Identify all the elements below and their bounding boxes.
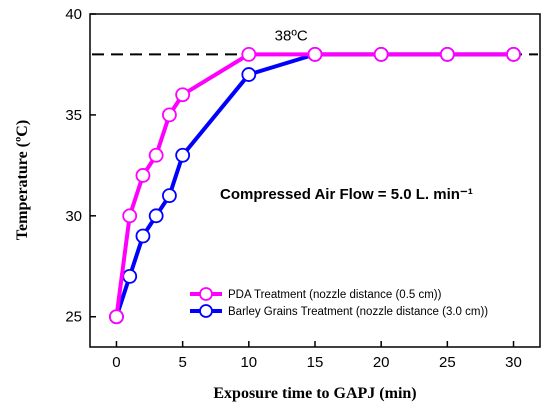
x-tick-label: 15 — [307, 354, 324, 371]
data-point — [373, 46, 389, 62]
legend-label: PDA Treatment (nozzle distance (0.5 cm)) — [228, 289, 442, 301]
data-point — [241, 67, 257, 82]
y-tick-label: 40 — [65, 6, 82, 23]
data-point — [162, 107, 177, 123]
data-point — [175, 87, 191, 103]
y-tick-label: 30 — [65, 208, 82, 225]
data-point — [439, 46, 455, 62]
legend-label: Barley Grains Treatment (nozzle distance… — [228, 306, 488, 318]
x-tick-label: 5 — [178, 354, 186, 371]
x-tick-label: 10 — [240, 354, 257, 371]
reference-line-label: 38ºC — [275, 27, 308, 44]
data-point — [122, 268, 138, 284]
data-point — [122, 208, 138, 224]
data-point — [175, 147, 191, 163]
data-point — [135, 228, 151, 244]
x-tick-label: 0 — [112, 354, 120, 371]
data-point — [307, 46, 323, 62]
x-tick-label: 30 — [505, 354, 522, 371]
data-point — [109, 309, 124, 325]
data-point — [148, 208, 164, 224]
data-point — [162, 188, 177, 204]
legend-swatch-marker — [199, 287, 213, 301]
y-tick-label: 25 — [65, 309, 82, 326]
flow-annotation: Compressed Air Flow = 5.0 L. min⁻¹ — [220, 186, 473, 203]
legend-swatch-marker — [199, 304, 213, 318]
legend: PDA Treatment (nozzle distance (0.5 cm))… — [190, 287, 488, 318]
series-0 — [109, 46, 521, 325]
data-point — [135, 168, 151, 183]
x-tick-label: 25 — [439, 354, 456, 371]
data-point — [241, 46, 257, 62]
x-tick-label: 20 — [373, 354, 390, 371]
data-point — [148, 147, 164, 163]
y-axis-title: Temperature (ºC) — [14, 120, 31, 240]
data-point — [506, 46, 521, 62]
x-axis-title: Exposure time to GAPJ (min) — [213, 385, 416, 402]
y-tick-label: 35 — [65, 107, 82, 124]
